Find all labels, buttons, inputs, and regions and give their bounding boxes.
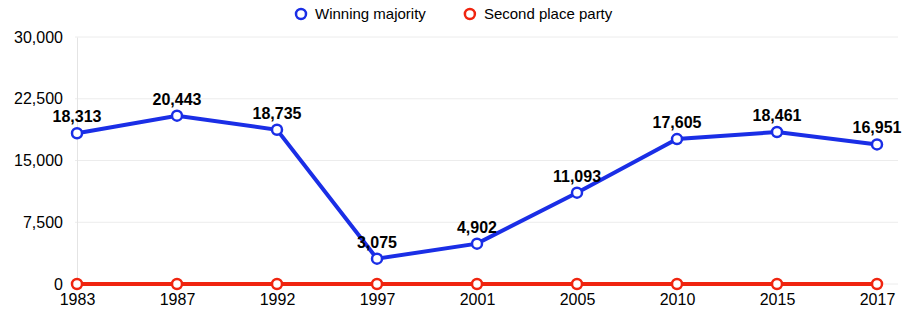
series-line <box>77 116 877 259</box>
series-marker <box>272 125 282 135</box>
x-tick-label: 2017 <box>860 291 896 308</box>
y-tick-label: 22,500 <box>14 90 63 107</box>
data-label: 4,902 <box>457 219 497 236</box>
y-tick: 15,000 <box>14 152 77 169</box>
x-tick-label: 2010 <box>660 291 696 308</box>
series-marker <box>672 279 682 289</box>
grid-line <box>75 160 898 161</box>
data-label: 18,735 <box>253 105 302 122</box>
data-label: 16,951 <box>853 119 902 136</box>
series-marker <box>572 188 582 198</box>
series-marker <box>172 279 182 289</box>
y-tick-label: 7,500 <box>23 214 63 231</box>
series-marker <box>172 111 182 121</box>
data-label: 20,443 <box>153 91 202 108</box>
series-marker <box>372 254 382 264</box>
x-tick-label: 2015 <box>760 291 796 308</box>
series-marker <box>472 239 482 249</box>
legend: Winning majority Second place party <box>296 5 613 22</box>
x-tick-label: 1987 <box>160 291 196 308</box>
data-label: 18,461 <box>753 107 802 124</box>
series-marker <box>872 139 882 149</box>
y-tick: 30,000 <box>14 29 77 46</box>
grid <box>75 37 898 284</box>
y-axis-line <box>77 38 78 285</box>
data-label: 11,093 <box>553 168 601 185</box>
data-label: 17,605 <box>653 114 702 131</box>
plot-area <box>72 111 882 289</box>
x-tick-label: 1997 <box>360 291 396 308</box>
x-tick-label: 1992 <box>260 291 296 308</box>
legend-item: Winning majority <box>296 5 426 22</box>
legend-label: Winning majority <box>315 5 426 22</box>
legend-item: Second place party <box>465 5 613 22</box>
series-marker <box>772 279 782 289</box>
series-marker <box>272 279 282 289</box>
series-marker <box>572 279 582 289</box>
y-tick-label: 15,000 <box>14 152 63 169</box>
series-marker <box>772 127 782 137</box>
grid-line <box>75 37 898 38</box>
y-axis: 0 7,500 15,000 22,500 30,000 <box>14 29 77 293</box>
y-tick: 7,500 <box>23 214 77 231</box>
series-marker <box>72 279 82 289</box>
series-marker <box>72 128 82 138</box>
legend-label: Second place party <box>484 5 613 22</box>
data-labels: 18,313 20,443 18,735 3,075 4,902 11,093 17,605… <box>53 91 902 251</box>
legend-marker <box>296 9 306 19</box>
y-tick: 22,500 <box>14 90 77 107</box>
y-tick-label: 30,000 <box>14 29 63 46</box>
legend-marker <box>465 9 475 19</box>
data-label: 3,075 <box>357 234 397 251</box>
series-marker <box>872 279 882 289</box>
x-tick-label: 2001 <box>460 291 496 308</box>
x-tick-label: 2005 <box>560 291 596 308</box>
series-marker <box>372 279 382 289</box>
x-tick-label: 1983 <box>60 291 96 308</box>
chart: 0 7,500 15,000 22,500 30,000 1983 1987 1992 1997… <box>0 0 908 317</box>
series-marker <box>472 279 482 289</box>
data-label: 18,313 <box>53 108 102 125</box>
series-marker <box>672 134 682 144</box>
y-tick-label: 0 <box>54 276 63 293</box>
